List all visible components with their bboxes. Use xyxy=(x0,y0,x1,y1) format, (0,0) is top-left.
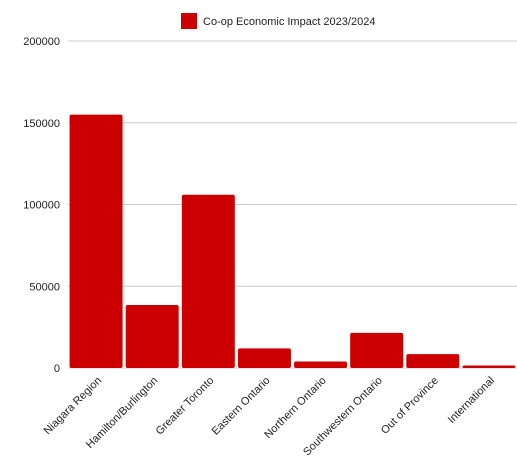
bar-international xyxy=(462,365,516,368)
bar-northern-ontario xyxy=(294,361,348,368)
y-axis-ticks: 200000 150000 100000 50000 0 xyxy=(23,36,60,375)
y-tick-label: 100000 xyxy=(23,200,60,212)
bars xyxy=(69,114,516,368)
bar-eastern-ontario xyxy=(237,348,291,368)
legend: Co-op Economic Impact 2023/2024 xyxy=(181,13,375,29)
bar-greater-toronto xyxy=(181,194,235,368)
legend-swatch xyxy=(181,13,197,29)
x-tick-label: Eastern Ontario xyxy=(210,375,273,438)
y-tick-label: 150000 xyxy=(23,118,60,130)
x-axis-ticks: Niagara RegionHamilton/BurlingtonGreater… xyxy=(42,375,497,459)
bar-niagara-region xyxy=(69,114,123,368)
x-tick-label: Greater Toronto xyxy=(154,375,217,438)
y-tick-label: 0 xyxy=(54,363,60,375)
x-tick-label: Out of Province xyxy=(379,375,441,437)
bar-hamilton-burlington xyxy=(125,305,179,368)
x-tick-label: Niagara Region xyxy=(42,375,105,438)
bar-out-of-province xyxy=(406,354,460,368)
legend-label: Co-op Economic Impact 2023/2024 xyxy=(203,16,375,28)
x-tick-label: International xyxy=(446,375,497,426)
bar-southwestern-ontario xyxy=(350,332,404,368)
y-tick-label: 50000 xyxy=(29,281,60,293)
y-tick-label: 200000 xyxy=(23,36,60,48)
